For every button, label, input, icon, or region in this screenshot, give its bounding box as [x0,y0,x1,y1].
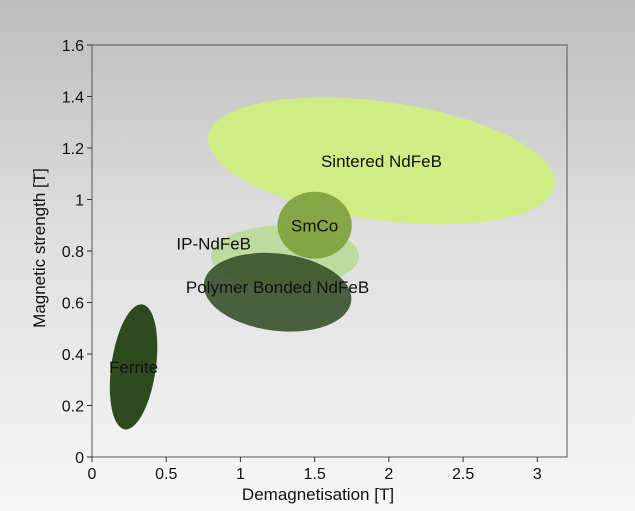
x-tick-label: 3 [533,466,542,483]
y-tick-label: 1 [75,193,84,210]
region-labels: Sintered NdFeB IP-NdFeB Polymer Bonded NdF… [109,152,442,377]
y-tick-label: 0.2 [62,399,84,416]
region-label-ip-ndfeb: IP-NdFeB [176,234,251,253]
x-tick-label: 0 [88,466,97,483]
region-polymer-bonded-ndfeb [203,252,352,332]
y-tick-label: 1.4 [62,90,84,107]
y-tick-label: 0.8 [62,244,84,261]
region-label-sintered-ndfeb: Sintered NdFeB [321,152,442,171]
region-smco [277,191,352,259]
x-tick-label: 1 [236,466,245,483]
axes: 0 0.5 1 1.5 2 2.5 3 0 0.2 0.4 0.6 0.8 1 1.2 1.4 1.6 [62,38,542,483]
y-tick-label: 1.6 [62,38,84,55]
regions [109,97,556,430]
region-label-smco: SmCo [291,216,338,235]
x-tick-label: 2.5 [452,466,474,483]
x-tick-label: 0.5 [155,466,177,483]
y-tick-label: 1.2 [62,141,84,158]
y-tick-label: 0 [75,450,84,467]
region-sintered-ndfeb [207,97,556,225]
x-axis-label: Demagnetisation [T] [242,485,394,504]
y-tick-label: 0.4 [62,347,84,364]
x-tick-label: 1.5 [304,466,326,483]
region-label-ferrite: Ferrite [109,358,158,377]
y-axis-label: Magnetic strength [T] [30,168,49,328]
region-label-polymer-bonded-ndfeb: Polymer Bonded NdFeB [186,278,369,297]
x-tick-label: 2 [384,466,393,483]
region-ferrite [109,304,158,430]
y-tick-label: 0.6 [62,296,84,313]
